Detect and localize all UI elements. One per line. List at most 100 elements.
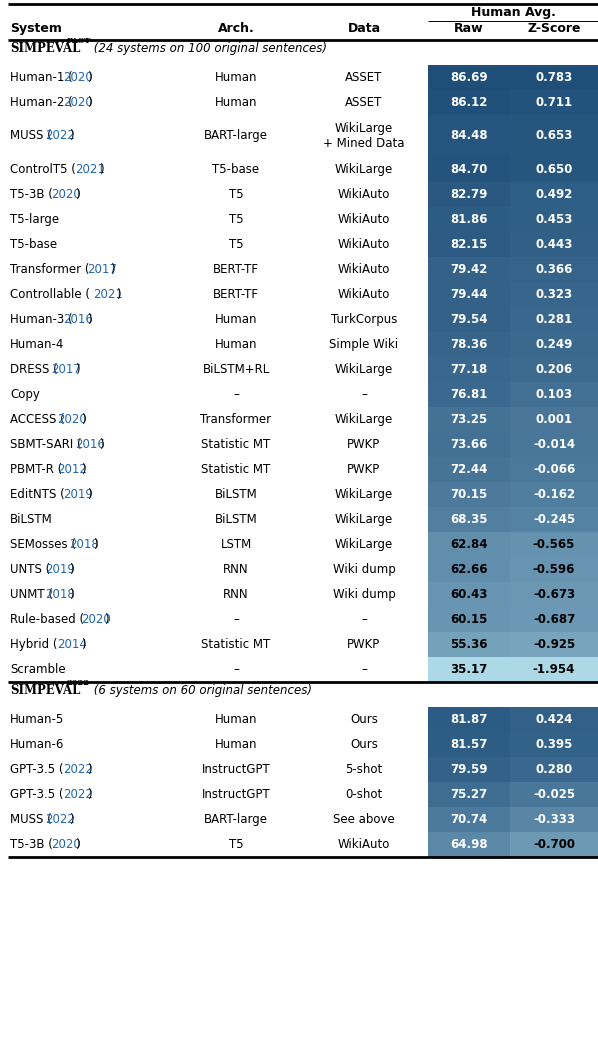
Text: 64.98: 64.98 xyxy=(450,837,488,851)
Text: Human-3 (: Human-3 ( xyxy=(10,312,72,326)
Bar xyxy=(428,357,510,382)
Text: PBMT-R (: PBMT-R ( xyxy=(10,463,62,476)
Bar xyxy=(510,707,598,732)
Bar xyxy=(510,557,598,582)
Text: T5: T5 xyxy=(228,837,243,851)
Text: 73.25: 73.25 xyxy=(450,412,487,426)
Text: –: – xyxy=(233,612,239,626)
Text: -0.162: -0.162 xyxy=(533,488,575,501)
Text: Human-5: Human-5 xyxy=(10,712,64,726)
Bar xyxy=(428,307,510,331)
Text: –: – xyxy=(233,388,239,401)
Text: SIMPEVAL: SIMPEVAL xyxy=(10,684,80,696)
Text: -0.596: -0.596 xyxy=(533,563,575,575)
Text: System: System xyxy=(10,22,62,36)
Text: Human-4: Human-4 xyxy=(10,338,65,350)
Text: Simple Wiki: Simple Wiki xyxy=(329,338,398,350)
Text: Human Avg.: Human Avg. xyxy=(471,6,556,19)
Text: Human: Human xyxy=(215,312,257,326)
Text: 2020: 2020 xyxy=(81,612,111,626)
Text: Human: Human xyxy=(215,737,257,751)
Text: SIMPEVAL: SIMPEVAL xyxy=(10,42,80,55)
Text: -0.025: -0.025 xyxy=(533,788,575,801)
Text: 82.15: 82.15 xyxy=(450,238,488,250)
Bar xyxy=(510,257,598,282)
Bar xyxy=(510,115,598,157)
Text: Copy: Copy xyxy=(10,388,40,401)
Bar xyxy=(428,282,510,307)
Text: Arch.: Arch. xyxy=(218,22,254,36)
Text: ): ) xyxy=(81,638,86,651)
Text: T5-base: T5-base xyxy=(10,238,57,250)
Text: 2017: 2017 xyxy=(51,363,81,376)
Text: ): ) xyxy=(116,287,121,301)
Text: Z-Score: Z-Score xyxy=(527,22,581,36)
Bar xyxy=(428,382,510,407)
Text: 2012: 2012 xyxy=(57,463,87,476)
Text: 2018: 2018 xyxy=(45,588,75,601)
Text: ): ) xyxy=(69,563,74,575)
Text: 60.15: 60.15 xyxy=(450,612,488,626)
Text: Human: Human xyxy=(215,338,257,350)
Text: BiLSTM: BiLSTM xyxy=(215,488,257,501)
Text: T5: T5 xyxy=(228,238,243,250)
Text: 2020: 2020 xyxy=(51,837,81,851)
Text: WikiLarge: WikiLarge xyxy=(335,488,393,501)
Text: LSTM: LSTM xyxy=(221,538,252,550)
Text: 2019: 2019 xyxy=(45,563,75,575)
Bar xyxy=(510,782,598,807)
Text: GPT-3.5 (: GPT-3.5 ( xyxy=(10,763,63,775)
Text: 77.18: 77.18 xyxy=(450,363,487,376)
Bar xyxy=(428,707,510,732)
Text: BiLSTM: BiLSTM xyxy=(10,512,53,526)
Text: 2021: 2021 xyxy=(75,163,105,176)
Text: –: – xyxy=(233,663,239,675)
Bar xyxy=(510,756,598,782)
Text: RNN: RNN xyxy=(223,588,249,601)
Text: InstructGPT: InstructGPT xyxy=(202,763,270,775)
Text: 79.44: 79.44 xyxy=(450,287,488,301)
Text: 75.27: 75.27 xyxy=(450,788,487,801)
Text: Data: Data xyxy=(347,22,380,36)
Bar xyxy=(428,582,510,607)
Text: 2022: 2022 xyxy=(63,788,93,801)
Text: WikiLarge: WikiLarge xyxy=(335,538,393,550)
Text: Ours: Ours xyxy=(350,712,378,726)
Bar xyxy=(428,656,510,682)
Text: 2017: 2017 xyxy=(87,263,117,276)
Bar xyxy=(510,307,598,331)
Text: T5-3B (: T5-3B ( xyxy=(10,837,53,851)
Text: 84.70: 84.70 xyxy=(450,163,488,176)
Text: EditNTS (: EditNTS ( xyxy=(10,488,65,501)
Text: ): ) xyxy=(69,129,74,142)
Text: Controllable (: Controllable ( xyxy=(10,287,90,301)
Text: 2018: 2018 xyxy=(69,538,99,550)
Text: 0.395: 0.395 xyxy=(535,737,573,751)
Text: ACCESS (: ACCESS ( xyxy=(10,412,65,426)
Text: MUSS (: MUSS ( xyxy=(10,812,52,826)
Text: SBMT-SARI (: SBMT-SARI ( xyxy=(10,438,81,450)
Bar xyxy=(510,607,598,631)
Text: T5-large: T5-large xyxy=(10,213,59,226)
Text: ): ) xyxy=(75,837,80,851)
Bar xyxy=(428,782,510,807)
Text: Human-6: Human-6 xyxy=(10,737,65,751)
Text: PWKP: PWKP xyxy=(347,638,380,651)
Text: WikiAuto: WikiAuto xyxy=(338,263,390,276)
Text: 0.323: 0.323 xyxy=(535,287,572,301)
Bar xyxy=(510,832,598,856)
Text: UNMT (: UNMT ( xyxy=(10,588,53,601)
Text: 60.43: 60.43 xyxy=(450,588,488,601)
Text: SEMosses (: SEMosses ( xyxy=(10,538,76,550)
Text: 62.84: 62.84 xyxy=(450,538,488,550)
Text: ): ) xyxy=(87,488,91,501)
Bar xyxy=(428,507,510,531)
Text: 70.74: 70.74 xyxy=(450,812,487,826)
Text: 2020: 2020 xyxy=(57,412,87,426)
Text: ASSET: ASSET xyxy=(345,96,383,109)
Text: 35.17: 35.17 xyxy=(450,663,487,675)
Text: ): ) xyxy=(69,588,74,601)
Text: 81.57: 81.57 xyxy=(450,737,488,751)
Text: GPT-3.5 (: GPT-3.5 ( xyxy=(10,788,63,801)
Bar xyxy=(428,431,510,457)
